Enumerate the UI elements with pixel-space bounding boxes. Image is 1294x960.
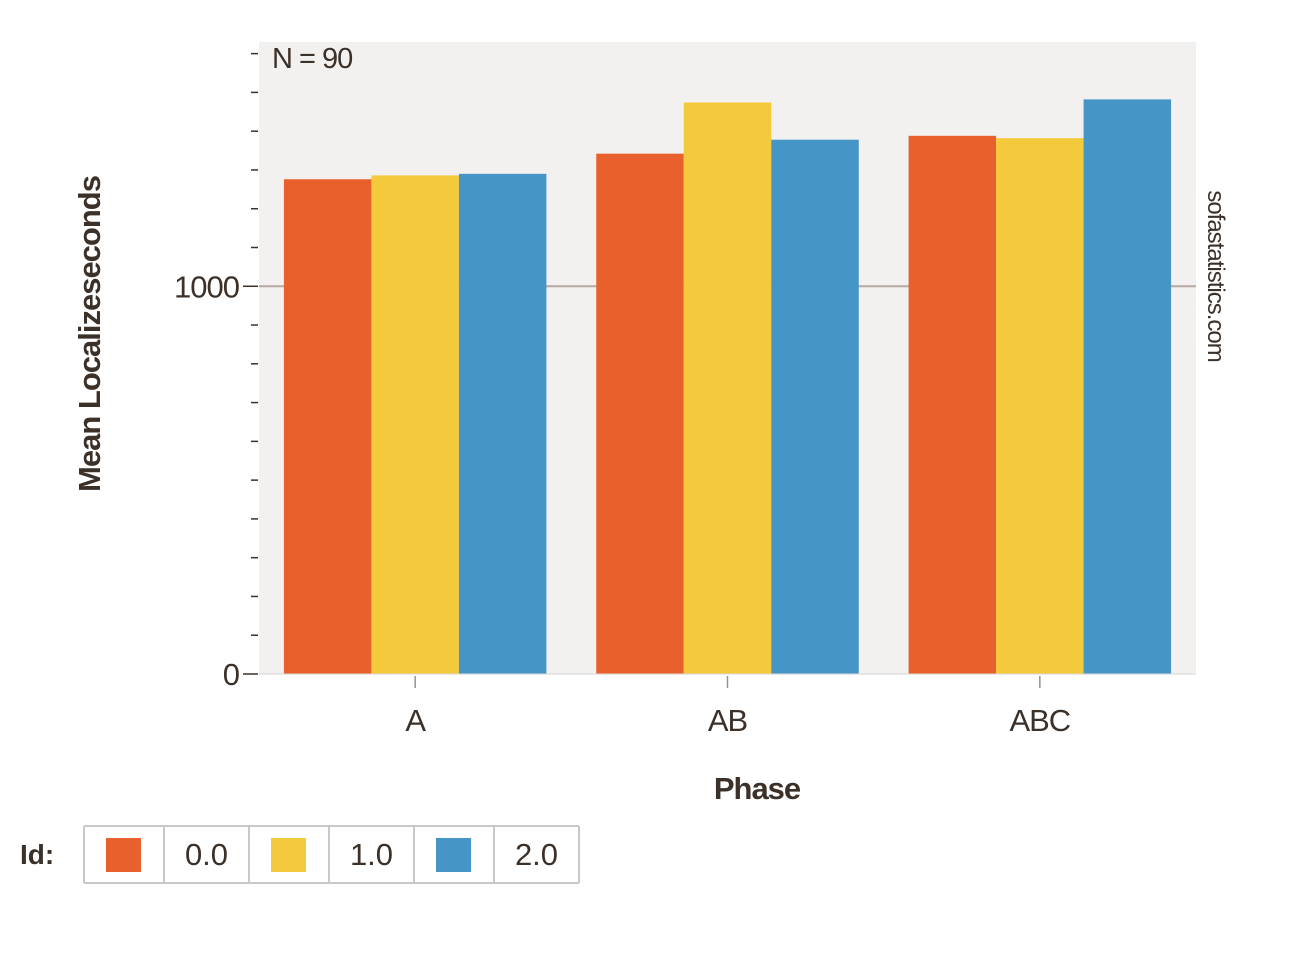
annotation-n: N = 90 (272, 43, 352, 75)
bar-abc-2-0 (1083, 99, 1172, 675)
bar-abc-1-0 (996, 138, 1084, 675)
y-tick-label-1: 1000 (174, 269, 240, 304)
bar-a-1-0 (371, 175, 459, 674)
y-axis-title: Mean Localizeseconds (72, 176, 107, 492)
bar-a-2-0 (458, 173, 547, 674)
y-ticks: 0 1000 (174, 52, 258, 692)
x-tick-label-ab: AB (708, 703, 748, 738)
x-ticks: A AB ABC (405, 676, 1072, 738)
legend-swatch-0-0 (106, 838, 141, 872)
legend-label-2-0: 2.0 (515, 837, 558, 872)
legend-title: Id: (20, 839, 54, 870)
legend: Id: 0.0 1.0 2.0 (20, 825, 580, 884)
legend-label-1-0: 1.0 (350, 837, 393, 872)
bar-ab-1-0 (683, 102, 772, 674)
x-axis-title: Phase (714, 771, 801, 806)
bar-ab-2-0 (771, 139, 859, 674)
bar-a-0-0 (283, 179, 372, 674)
bar-abc-0-0 (908, 135, 997, 674)
x-tick-label-abc: ABC (1009, 703, 1070, 738)
legend-swatch-2-0 (436, 838, 471, 872)
bar-ab-0-0 (596, 153, 684, 674)
watermark: sofastatistics.com (1202, 190, 1229, 361)
legend-label-0-0: 0.0 (185, 837, 228, 872)
axes-layer (259, 673, 1196, 675)
x-tick-label-a: A (405, 703, 426, 738)
bars-layer (283, 99, 1172, 675)
legend-swatch-1-0 (271, 838, 306, 872)
y-tick-label-0: 0 (223, 657, 240, 692)
